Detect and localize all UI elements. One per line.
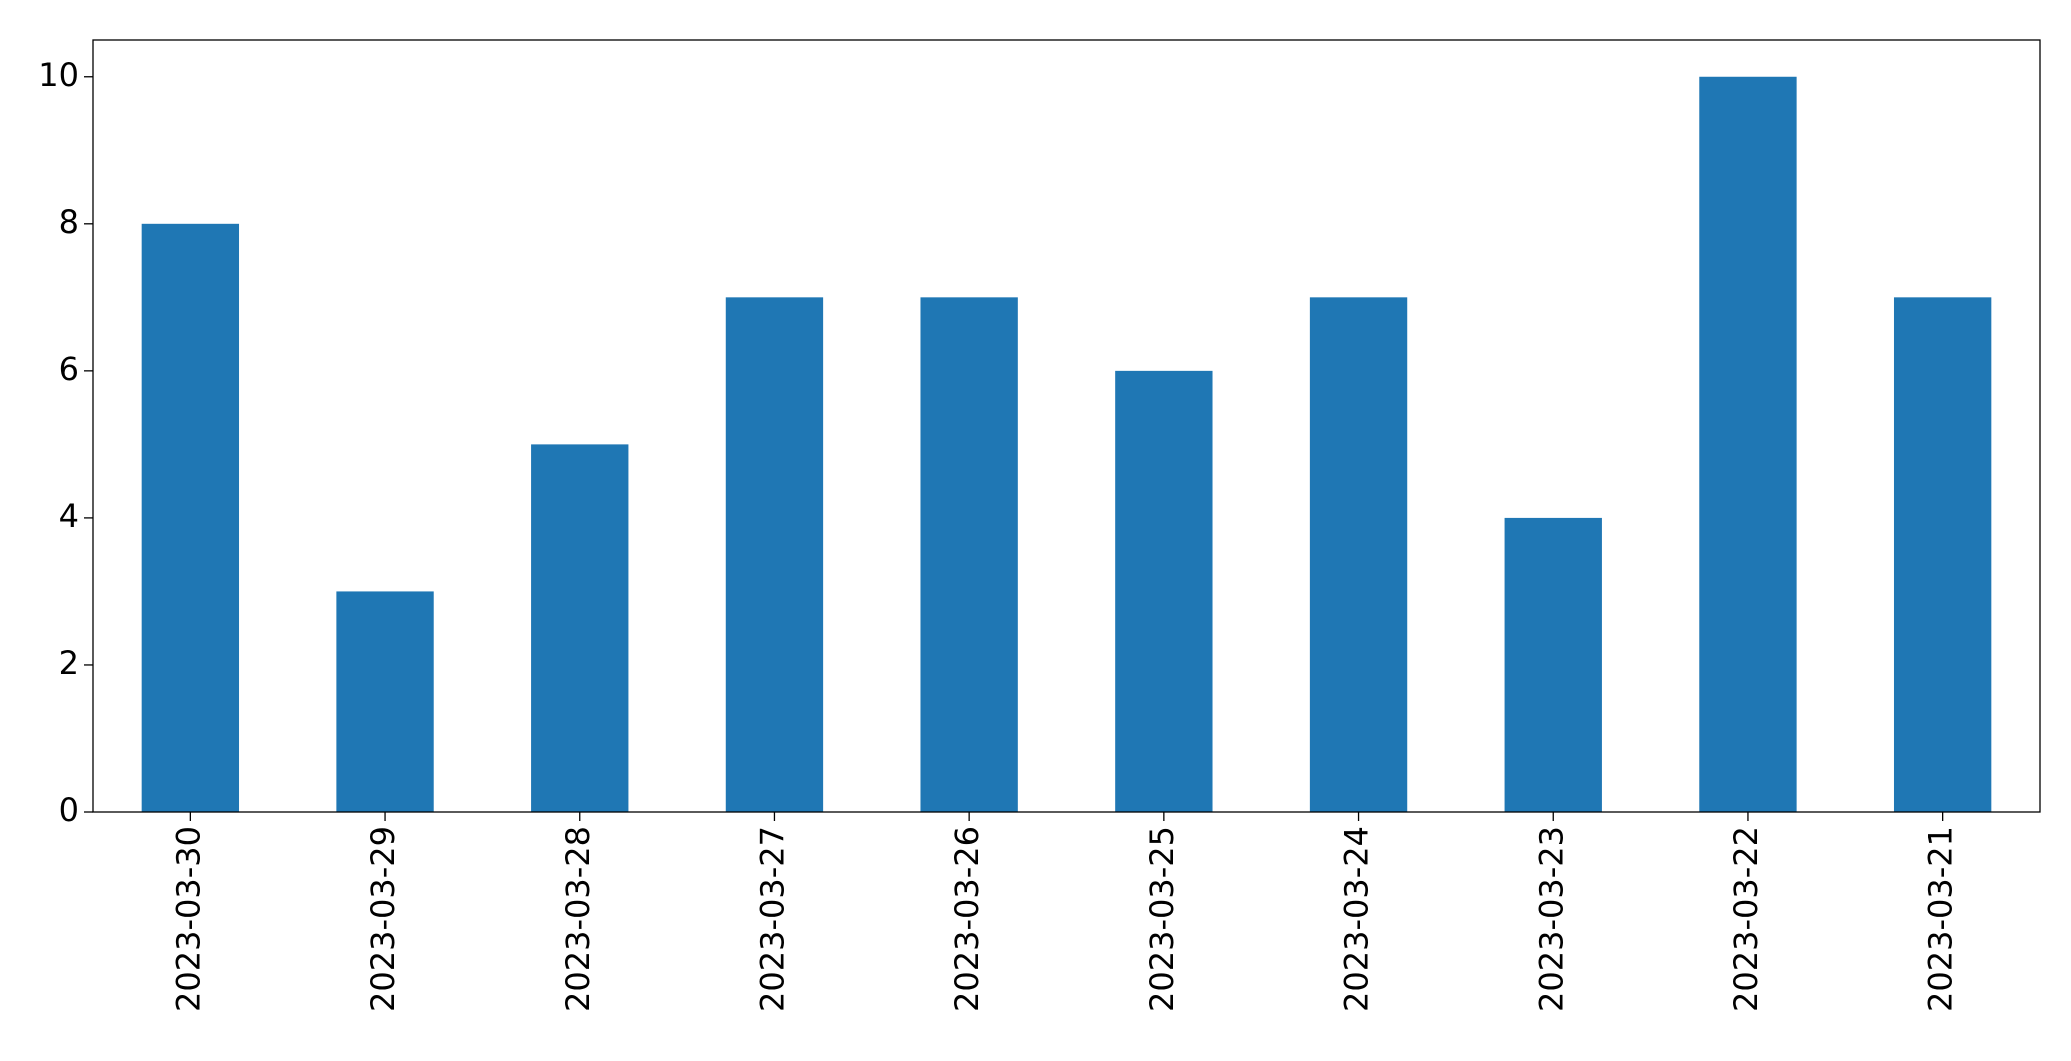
x-tick-label: 2023-03-29 (364, 826, 402, 1012)
y-tick-label: 4 (59, 497, 79, 535)
y-tick-label: 0 (59, 791, 79, 829)
x-tick-label: 2023-03-30 (169, 826, 207, 1012)
x-tick-label: 2023-03-28 (559, 826, 597, 1012)
bar (336, 591, 434, 812)
y-tick-label: 2 (59, 644, 79, 682)
bar (1699, 76, 1797, 812)
x-tick-label: 2023-03-27 (753, 826, 791, 1012)
bar (1504, 517, 1602, 812)
x-tick-label: 2023-03-26 (948, 826, 986, 1012)
bar (141, 223, 240, 813)
x-tick-label: 2023-03-21 (1922, 826, 1960, 1012)
bar (725, 297, 824, 812)
x-tick-label: 2023-03-24 (1338, 826, 1376, 1012)
x-tick-label: 2023-03-25 (1143, 826, 1181, 1012)
x-tick-label: 2023-03-22 (1727, 826, 1765, 1012)
x-tick-label: 2023-03-23 (1532, 826, 1570, 1012)
bar (1893, 297, 1992, 812)
bar (1115, 370, 1213, 812)
bar (920, 297, 1018, 812)
bar (531, 444, 629, 812)
y-tick-label: 10 (38, 56, 79, 94)
plot-frame (92, 39, 2041, 813)
y-tick-label: 6 (59, 350, 79, 388)
y-tick-label: 8 (59, 203, 79, 241)
bar (1309, 297, 1408, 812)
